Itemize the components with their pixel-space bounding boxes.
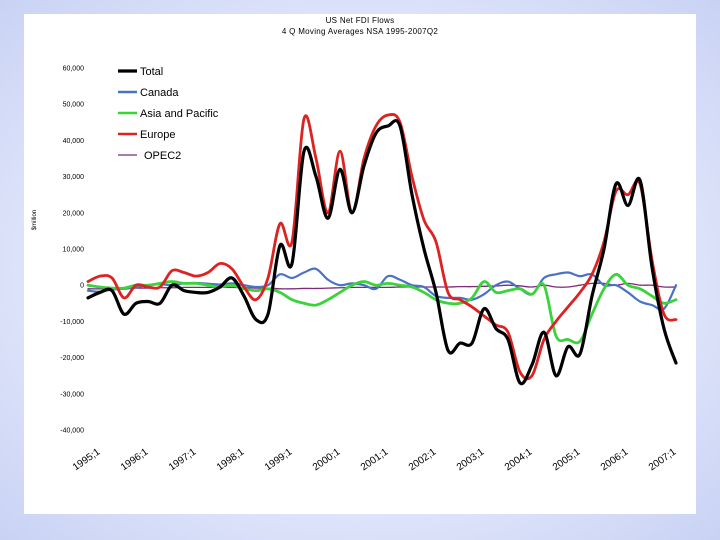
x-tick-label: 2000;1	[311, 446, 343, 473]
x-tick-label: 2004;1	[503, 446, 535, 473]
y-tick-label: -30,000	[60, 391, 84, 398]
y-axis-label: $million	[32, 210, 38, 230]
series-line-total	[86, 119, 678, 386]
x-tick-label: 2006;1	[599, 446, 631, 473]
x-tick-label: 1996;1	[119, 446, 151, 473]
series-line-europe	[86, 112, 678, 381]
line-chart: -40,000 -30,000 -20,000 -10,000 0 10,000 20,00…	[32, 58, 679, 473]
x-tick-label: 1998;1	[215, 446, 247, 473]
y-tick-label: 0	[80, 283, 84, 290]
legend-background	[108, 58, 258, 178]
y-tick-label: 40,000	[63, 138, 85, 145]
y-tick-label: 30,000	[63, 174, 85, 181]
y-tick-label: 10,000	[63, 247, 85, 254]
legend-label: Canada	[140, 87, 179, 99]
chart-title: US Net FDI Flows	[325, 16, 395, 25]
y-tick-label: 50,000	[63, 102, 85, 109]
x-tick-label: 2003;1	[455, 446, 487, 473]
chart-slide: US Net FDI Flows 4 Q Moving Averages NSA…	[24, 14, 696, 514]
x-tick-label: 2001;1	[359, 446, 391, 473]
y-tick-label: -10,000	[60, 319, 84, 326]
y-tick-label: -40,000	[60, 428, 84, 435]
x-tick-label: 1999;1	[263, 446, 295, 473]
legend-label: OPEC2	[144, 150, 181, 162]
series-line-asia-and-pacific	[86, 272, 678, 345]
x-tick-label: 1997;1	[167, 446, 199, 473]
x-tick-label: 2005;1	[551, 446, 583, 473]
x-tick-label: 1995;1	[71, 446, 103, 473]
chart-subtitle: 4 Q Moving Averages NSA 1995-2007Q2	[281, 27, 439, 36]
series-line-opec2	[87, 282, 677, 290]
series-line-canada	[86, 267, 678, 311]
legend-label: Europe	[140, 129, 175, 141]
legend-label: Asia and Pacific	[140, 108, 219, 120]
y-tick-label: -20,000	[60, 355, 84, 362]
y-tick-label: 20,000	[63, 210, 85, 217]
x-tick-label: 2002;1	[407, 446, 439, 473]
x-tick-label: 2007;1	[647, 446, 679, 473]
y-tick-label: 60,000	[63, 66, 85, 73]
legend-label: Total	[140, 66, 163, 78]
